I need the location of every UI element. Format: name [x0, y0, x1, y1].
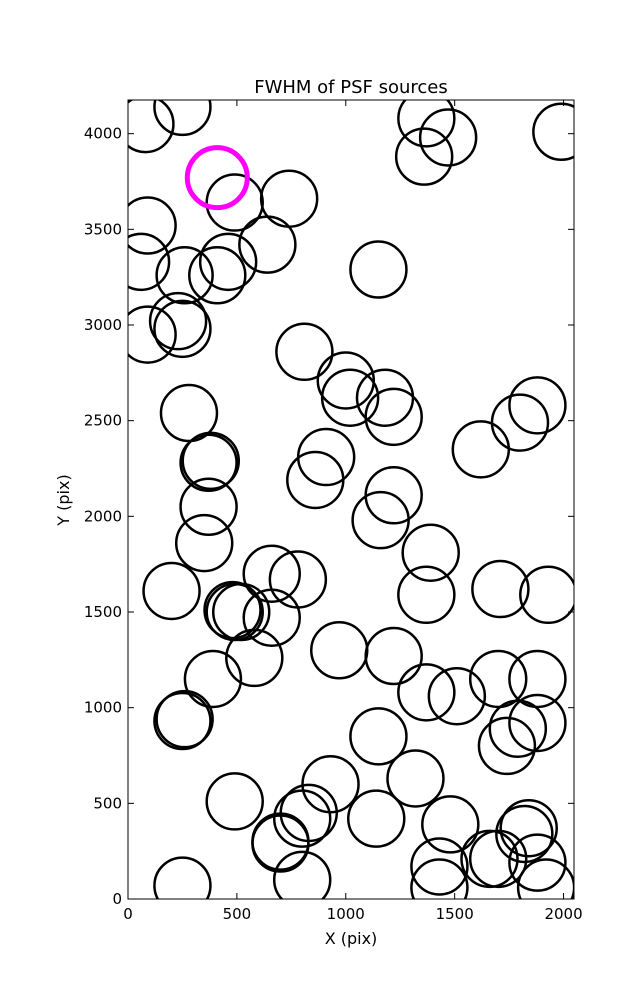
y-axis-label: Y (pix) — [54, 474, 73, 526]
psf-source-marker — [272, 789, 332, 848]
psf-source-marker — [418, 108, 478, 167]
psf-source-marker — [516, 858, 574, 899]
x-tick-label: 1500 — [436, 905, 474, 923]
psf-source-marker — [397, 663, 456, 722]
plot-frame — [127, 99, 575, 900]
psf-source-marker — [128, 196, 177, 255]
psf-source-marker — [460, 829, 519, 889]
psf-source-marker — [148, 291, 208, 351]
x-tick-label: 0 — [123, 905, 133, 923]
x-axis-label: X (pix) — [325, 929, 378, 948]
psf-source-marker — [242, 544, 301, 603]
psf-source-marker — [386, 749, 445, 808]
psf-source-marker — [364, 626, 423, 686]
psf-source-marker — [410, 858, 469, 899]
psf-source-marker — [349, 707, 408, 766]
psf-source-marker — [351, 490, 410, 550]
y-tick-label: 3000 — [84, 316, 122, 334]
y-tick-label: 1000 — [84, 699, 122, 717]
psf-source-marker — [296, 427, 356, 487]
psf-source-marker — [128, 305, 177, 364]
psf-source-marker — [451, 420, 511, 479]
psf-source-marker — [347, 789, 406, 848]
psf-source-marker — [427, 666, 487, 726]
psf-source-marker — [477, 716, 537, 776]
psf-source-marker — [155, 246, 214, 305]
data-markers — [128, 100, 574, 899]
psf-source-marker — [188, 246, 247, 305]
psf-source-marker — [238, 215, 297, 274]
psf-source-marker — [488, 699, 548, 758]
psf-source-marker — [155, 689, 214, 749]
y-tick-label: 500 — [93, 794, 122, 812]
x-tick-label: 500 — [223, 905, 252, 923]
psf-source-marker — [272, 850, 332, 899]
y-tick-label: 2500 — [84, 412, 122, 430]
psf-source-marker — [499, 798, 558, 858]
psf-source-marker — [205, 173, 264, 232]
psf-source-marker — [508, 649, 567, 709]
psf-source-marker — [421, 795, 480, 854]
psf-source-marker — [320, 368, 380, 427]
psf-source-marker — [142, 561, 201, 621]
psf-source-marker — [468, 829, 528, 889]
psf-source-marker — [275, 322, 334, 382]
psf-source-marker — [183, 649, 243, 709]
y-tick-label: 0 — [112, 890, 122, 908]
psf-source-marker — [508, 833, 567, 892]
y-tick-label: 2000 — [84, 507, 122, 525]
psf-source-marker — [225, 628, 284, 688]
y-tick-label: 4000 — [84, 125, 122, 143]
psf-source-marker — [508, 693, 567, 753]
psf-source-marker — [316, 351, 376, 410]
psf-source-marker — [159, 383, 219, 443]
psf-source-marker — [179, 477, 238, 537]
chart-title: FWHM of PSF sources — [254, 77, 448, 98]
psf-source-marker — [128, 100, 175, 154]
psf-source-marker — [349, 240, 408, 299]
psf-source-marker — [519, 565, 574, 625]
psf-source-marker — [490, 393, 550, 452]
psf-source-marker — [397, 100, 456, 148]
psf-source-marker — [153, 691, 212, 751]
psf-source-marker — [179, 433, 238, 493]
psf-source-marker — [153, 100, 212, 137]
psf-source-marker — [242, 588, 301, 647]
psf-source-marker — [181, 431, 241, 491]
highlighted-source-marker — [184, 145, 250, 211]
psf-source-marker — [153, 299, 212, 359]
psf-source-marker — [205, 582, 264, 642]
psf-source-marker — [259, 169, 319, 228]
psf-source-marker — [508, 376, 567, 435]
psf-source-marker — [410, 837, 469, 896]
x-tick-label: 2000 — [544, 905, 582, 923]
psf-source-marker — [153, 856, 212, 899]
psf-source-marker — [394, 127, 454, 186]
psf-source-marker — [174, 513, 234, 573]
y-tick-label: 3500 — [84, 220, 122, 238]
psf-source-marker — [397, 565, 456, 625]
psf-source-marker — [471, 559, 530, 619]
psf-source-marker — [205, 772, 264, 831]
psf-source-marker — [364, 387, 423, 447]
psf-source-marker — [198, 232, 258, 292]
psf-source-marker — [211, 582, 271, 642]
psf-source-marker — [532, 102, 574, 162]
x-tick-label: 1000 — [327, 905, 365, 923]
psf-source-marker — [309, 621, 369, 680]
psf-source-marker — [286, 450, 345, 510]
psf-source-marker — [128, 232, 171, 292]
psf-source-marker — [495, 804, 554, 864]
axis-ticks: 0 500 1000 1500 2000 0 500 1000 1500 2000 2500 3000… — [84, 100, 583, 923]
psf-source-marker — [401, 523, 460, 582]
y-tick-label: 1500 — [84, 603, 122, 621]
psf-source-marker — [251, 814, 310, 873]
psf-source-marker — [468, 649, 528, 709]
